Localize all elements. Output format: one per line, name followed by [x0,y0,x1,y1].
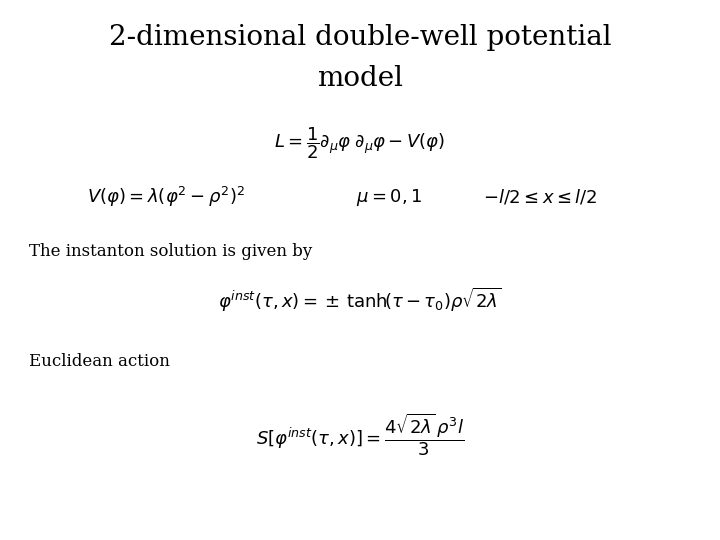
Text: $L = \dfrac{1}{2}\partial_{\mu}\varphi\;\partial_{\mu}\varphi - V(\varphi)$: $L = \dfrac{1}{2}\partial_{\mu}\varphi\;… [274,125,446,161]
Text: $S[\varphi^{inst}(\tau,x)] = \dfrac{4\sqrt{2\lambda}\,\rho^3 l}{3}$: $S[\varphi^{inst}(\tau,x)] = \dfrac{4\sq… [256,411,464,458]
Text: The instanton solution is given by: The instanton solution is given by [29,242,312,260]
Text: 2-dimensional double-well potential: 2-dimensional double-well potential [109,24,611,51]
Text: $\mu = 0,1$: $\mu = 0,1$ [356,187,422,207]
Text: Euclidean action: Euclidean action [29,353,170,370]
Text: model: model [317,65,403,92]
Text: $\varphi^{inst}(\tau, x) = \pm\,\mathrm{tanh}\!\left(\tau - \tau_0\right)\rho\sq: $\varphi^{inst}(\tau, x) = \pm\,\mathrm{… [218,286,502,314]
Text: $V(\varphi) = \lambda(\varphi^2 - \rho^2)^2$: $V(\varphi) = \lambda(\varphi^2 - \rho^2… [86,185,245,209]
Text: $-l/2 \leq x \leq l/2$: $-l/2 \leq x \leq l/2$ [483,187,597,207]
